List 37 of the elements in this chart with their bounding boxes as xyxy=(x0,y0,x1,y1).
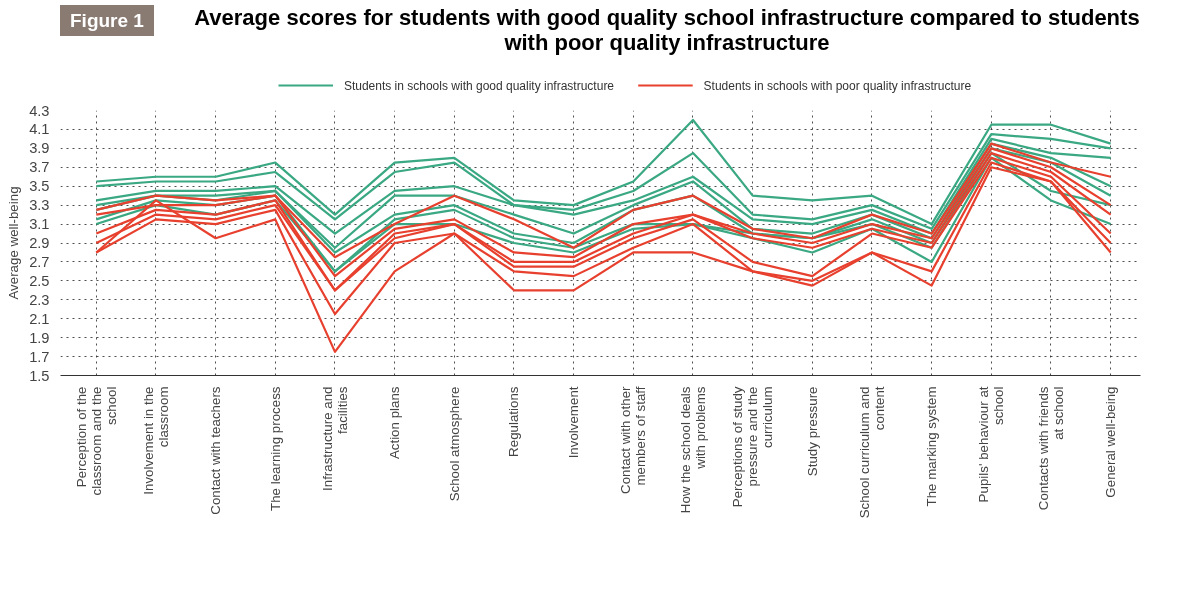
y-tick-label: 4.3 xyxy=(29,102,50,119)
y-tick-label: 2.3 xyxy=(29,291,50,308)
y-tick-label: 2.9 xyxy=(29,235,50,251)
y-tick-label: 3.3 xyxy=(29,197,50,214)
x-tick-label: The marking system xyxy=(924,386,940,507)
x-tick-label: School atmosphere xyxy=(446,386,462,502)
y-tick-label: 4.1 xyxy=(29,121,50,138)
x-tick-label: Perceptions of study pressure and the curriculum xyxy=(730,386,776,508)
x-tick-label: School curriculum and content xyxy=(856,386,887,519)
y-tick-label: 3.7 xyxy=(29,159,50,176)
x-tick-label: Contact with teachers xyxy=(208,386,224,515)
y-tick-label: 1.5 xyxy=(29,367,50,384)
y-tick-label: 2.5 xyxy=(29,272,50,289)
legend-label: Students in schools with poor quality infrastructure xyxy=(703,78,972,93)
x-tick-label: Contacts with friends at school xyxy=(1036,386,1066,511)
x-tick-label: Perception of the classroom and the school xyxy=(73,386,119,496)
y-tick-label: 2.7 xyxy=(29,253,50,270)
x-tick-label: Infrastructure and facilities xyxy=(319,386,350,491)
x-tick-label: Pupils' behaviour at school xyxy=(976,386,1007,503)
x-tick-label: Involvement xyxy=(566,386,582,459)
y-tick-label: 3.1 xyxy=(29,216,50,233)
chart-title: Average scores for students with good quality school infrastructure compared to students with poor quality infrastructure xyxy=(193,5,1141,56)
y-tick-label: 1.9 xyxy=(29,329,50,346)
y-axis-title: Average well-being xyxy=(6,186,22,300)
y-tick-label: 3.5 xyxy=(29,178,50,195)
y-tick-label: 3.9 xyxy=(29,140,50,157)
y-tick-label: 1.7 xyxy=(29,348,50,365)
x-tick-label: Regulations xyxy=(506,386,522,457)
x-tick-label: General well-being xyxy=(1103,386,1119,498)
x-tick-label: How the school deals with problems xyxy=(677,386,708,514)
legend-label: Students in schools with good quality infrastructure xyxy=(343,78,615,93)
caption: Figure 1 xyxy=(60,5,154,37)
x-tick-label: Contact with other members of staff xyxy=(618,385,649,494)
y-tick-label: 2.1 xyxy=(29,310,50,327)
x-tick-label: The learning process xyxy=(267,386,283,511)
x-tick-label: Study pressure xyxy=(804,386,820,477)
x-tick-label: Action plans xyxy=(387,386,403,460)
